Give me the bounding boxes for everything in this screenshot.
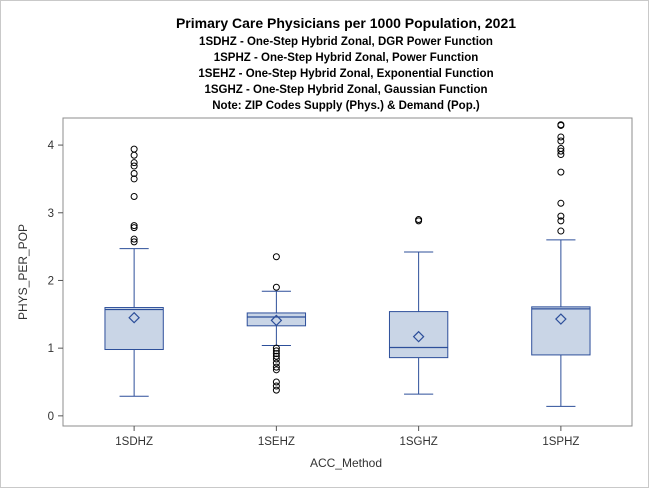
box-1SEHZ [246, 253, 307, 394]
mean-marker [128, 311, 140, 324]
outlier-point [272, 355, 280, 363]
x-tick-label: 1SEHZ [258, 436, 295, 448]
outlier-point [130, 193, 138, 201]
chart-subtitle-3: 1SEHZ - One-Step Hybrid Zonal, Exponenti… [198, 68, 493, 80]
mean-marker [412, 330, 425, 343]
outlier-point [272, 350, 280, 358]
y-axis: 0 1 2 3 4 [48, 140, 63, 423]
outlier-point [272, 366, 280, 374]
outlier-point [272, 344, 280, 352]
y-tick-label: 1 [48, 343, 54, 355]
outlier-point [130, 175, 138, 183]
outlier-point [272, 347, 280, 355]
chart-subtitle-4: 1SGHZ - One-Step Hybrid Zonal, Gaussian … [204, 84, 487, 96]
outlier-point [415, 216, 423, 224]
outlier-point [272, 253, 280, 261]
outlier-point [557, 121, 565, 129]
outlier-point [130, 170, 138, 178]
x-tick-label: 1SDHZ [115, 436, 153, 448]
x-axis: 1SDHZ 1SEHZ 1SGHZ 1SPHZ [115, 426, 579, 448]
outlier-point [557, 168, 565, 176]
box-series [104, 121, 591, 407]
outlier-point [130, 224, 138, 232]
outlier-point [557, 147, 565, 155]
outlier-point [130, 159, 138, 167]
outlier-point [130, 162, 138, 170]
x-tick-label: 1SPHZ [542, 436, 579, 448]
interquartile-box [104, 307, 164, 351]
interquartile-box [388, 311, 449, 359]
chart-subtitle-1: 1SDHZ - One-Step Hybrid Zonal, DGR Power… [199, 36, 493, 48]
outlier-point [130, 145, 138, 153]
box-1SPHZ [531, 121, 591, 407]
outlier-point [272, 386, 280, 394]
outlier-point [557, 217, 565, 225]
outlier-point [130, 222, 138, 230]
outlier-point [557, 227, 565, 235]
mean-marker [555, 313, 567, 325]
y-tick-label: 3 [48, 208, 54, 220]
outlier-point [272, 283, 280, 291]
x-tick-label: 1SGHZ [399, 436, 437, 448]
outlier-point [272, 382, 280, 390]
chart-subtitle-2: 1SPHZ - One-Step Hybrid Zonal, Power Fun… [214, 52, 479, 64]
outlier-point [557, 144, 565, 152]
box-1SGHZ [388, 216, 449, 395]
box-1SDHZ [104, 145, 164, 397]
outlier-point [557, 133, 565, 141]
plot-area [62, 117, 633, 427]
chart-subtitle-5: Note: ZIP Codes Supply (Phys.) & Demand … [212, 100, 480, 112]
y-tick-label: 0 [48, 411, 54, 423]
outlier-point [272, 359, 280, 367]
mean-marker [270, 314, 283, 327]
outlier-point [557, 137, 565, 145]
outlier-point [272, 378, 280, 386]
outlier-point [130, 238, 138, 246]
outlier-point [130, 235, 138, 243]
outlier-point [272, 352, 280, 360]
x-axis-label: ACC_Method [310, 456, 382, 470]
chart-title: Primary Care Physicians per 1000 Populat… [176, 15, 516, 31]
y-axis-label: PHYS_PER_POP [16, 224, 30, 320]
outlier-point [557, 212, 565, 220]
outlier-point [272, 363, 280, 371]
outlier-point [557, 199, 565, 207]
y-tick-label: 2 [48, 275, 54, 287]
y-tick-label: 4 [48, 140, 55, 152]
